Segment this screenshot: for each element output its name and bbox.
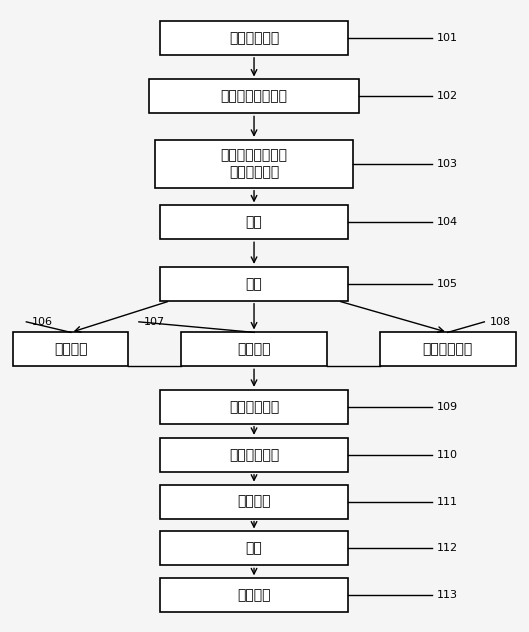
Text: 110: 110 [437,450,458,459]
Text: 113: 113 [437,590,458,600]
Bar [160,532,348,566]
Text: 111: 111 [437,497,458,507]
Bar [181,332,327,367]
Text: 恢复管路: 恢复管路 [238,588,271,602]
Text: 串洗试压分包: 串洗试压分包 [229,31,279,45]
Text: 108: 108 [489,317,510,327]
Bar [160,205,348,240]
Bar [160,267,348,301]
Text: 串油采样检测: 串油采样检测 [229,400,279,414]
Bar [160,390,348,423]
Bar [160,438,348,471]
Text: 112: 112 [437,544,458,554]
Text: 试压: 试压 [245,542,262,556]
Text: 109: 109 [437,402,458,411]
Text: 107: 107 [144,317,165,327]
Text: 串油: 串油 [245,277,262,291]
Text: 103: 103 [437,159,458,169]
Text: 提交检测报告: 提交检测报告 [229,447,279,462]
Bar [13,332,129,367]
Text: 105: 105 [437,279,458,289]
Text: 计算串洗试压压力: 计算串洗试压压力 [221,90,288,104]
Bar [160,21,348,55]
Text: 震动管路: 震动管路 [54,343,88,356]
Bar [160,485,348,519]
Text: 更换滤芯: 更换滤芯 [238,343,271,356]
Text: 101: 101 [437,33,458,43]
Text: 串油设备与串洗试
压包管路连接: 串油设备与串洗试 压包管路连接 [221,149,288,179]
Bar [380,332,516,367]
Bar [149,80,359,113]
Bar [154,140,353,188]
Text: 投油: 投油 [245,216,262,229]
Text: 106: 106 [32,317,52,327]
Text: 串油温度控制: 串油温度控制 [423,343,473,356]
Text: 102: 102 [437,92,458,102]
Text: 104: 104 [437,217,458,228]
Text: 油料回收: 油料回收 [238,495,271,509]
Bar [160,578,348,612]
